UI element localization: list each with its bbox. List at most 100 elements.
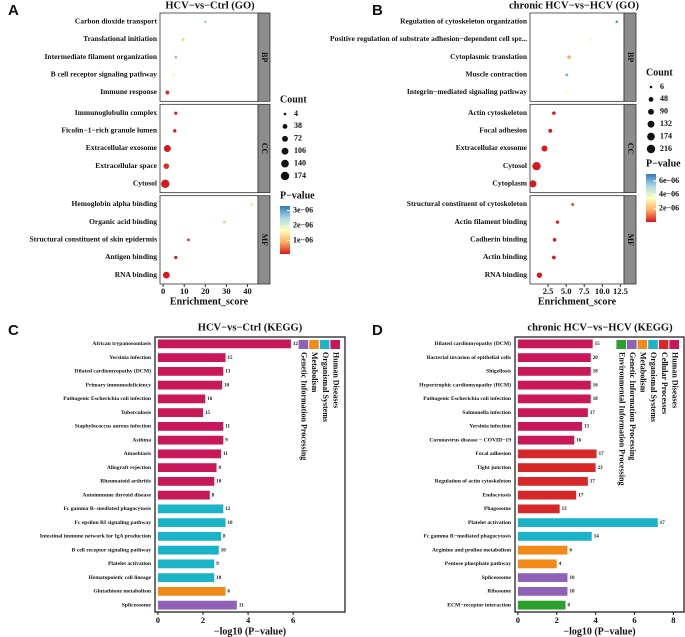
count-label: 10 bbox=[216, 576, 222, 581]
category-label: Actin binding bbox=[483, 252, 527, 261]
category-label: Immunoglobulin complex bbox=[75, 108, 158, 117]
count-label: 14 bbox=[594, 535, 600, 540]
category-label: Cadherin binding bbox=[470, 235, 527, 244]
size-legend-dot bbox=[648, 108, 654, 115]
count-label: 9 bbox=[216, 562, 219, 567]
category-label: Hypertrophic cardiomyopathy (HCM) bbox=[419, 381, 511, 388]
size-legend-label: 216 bbox=[660, 144, 672, 153]
dot bbox=[172, 73, 176, 77]
size-legend-dot bbox=[649, 85, 653, 89]
category-label: Spliceosome bbox=[122, 602, 152, 608]
category-label: Rheumatoid arthritis bbox=[100, 479, 152, 485]
bar bbox=[157, 573, 215, 583]
count-label: 6 bbox=[569, 548, 572, 553]
category-label: Ribosome bbox=[487, 589, 511, 595]
bar bbox=[157, 504, 224, 514]
color-bar bbox=[646, 174, 656, 222]
category-label: Translational initiation bbox=[83, 34, 158, 43]
count-label: 8 bbox=[212, 493, 215, 498]
bar bbox=[157, 531, 222, 541]
panel-letter: C bbox=[8, 322, 19, 339]
legend-label: Environmental Information Processing bbox=[617, 352, 626, 485]
color-tick-label: 6e−06 bbox=[659, 176, 679, 185]
legend-swatch bbox=[669, 340, 679, 349]
category-label: Dilated cardiomyopathy (DCM) bbox=[435, 340, 512, 347]
legend-swatch bbox=[616, 340, 626, 349]
count-label: 8 bbox=[568, 603, 571, 608]
bar bbox=[517, 559, 557, 569]
x-tick-label: 0 bbox=[161, 286, 165, 296]
bar bbox=[157, 586, 226, 596]
category-label: RNA binding bbox=[115, 270, 158, 279]
category-label: Fc gamma R−mediated phagocytosis bbox=[63, 506, 151, 512]
dot bbox=[162, 271, 170, 279]
category-label: Phagosome bbox=[484, 506, 512, 512]
dot bbox=[174, 255, 178, 260]
dot bbox=[589, 38, 593, 41]
size-legend-label: 140 bbox=[294, 158, 306, 167]
size-legend-dot bbox=[647, 132, 655, 141]
chart-title: HCV−vs−Ctrl (KEGG) bbox=[198, 322, 303, 333]
dot bbox=[564, 91, 568, 94]
bar bbox=[517, 353, 591, 363]
count-label: 16 bbox=[207, 397, 213, 402]
category-label: Pathogenic Escherichia coli infection bbox=[423, 396, 512, 402]
dot bbox=[555, 220, 560, 224]
dot bbox=[552, 111, 556, 115]
color-tick-label: 2e−06 bbox=[293, 220, 313, 229]
color-legend-title: P−value bbox=[646, 158, 681, 169]
x-axis-label: −log10 (P−value) bbox=[563, 626, 635, 637]
dot bbox=[163, 145, 171, 152]
category-label: Structural constituent of cytoskeleton bbox=[407, 199, 528, 208]
bar bbox=[157, 600, 237, 610]
size-legend-label: 38 bbox=[294, 121, 302, 130]
legend-label: Genetic Information Processing bbox=[628, 352, 637, 460]
facet-strip bbox=[623, 195, 637, 285]
category-label: Cytoplasmic translation bbox=[450, 52, 528, 61]
x-axis-label: Enrichment_score bbox=[538, 296, 617, 307]
bar bbox=[517, 490, 577, 500]
legend-swatch bbox=[309, 340, 319, 349]
category-label: Regulation of cytoskeleton organization bbox=[400, 17, 528, 26]
panel-letter: A bbox=[8, 2, 19, 19]
dot bbox=[552, 238, 557, 242]
category-label: Yersinia infection bbox=[109, 355, 152, 361]
bar bbox=[157, 545, 219, 555]
size-legend-label: 4 bbox=[294, 109, 298, 118]
category-label: Coronavirus disease − COVID−19 bbox=[429, 437, 511, 443]
bar bbox=[157, 435, 224, 445]
bar bbox=[157, 476, 215, 486]
facet-label: CC bbox=[260, 143, 269, 155]
count-label: 20 bbox=[593, 356, 599, 361]
color-tick-label: 4e−06 bbox=[659, 190, 679, 199]
facet-panel bbox=[529, 195, 625, 285]
category-label: Tuberculosis bbox=[121, 410, 152, 416]
x-tick-label: 10 bbox=[180, 286, 189, 296]
category-label: Spliceosome bbox=[482, 575, 512, 581]
dot bbox=[529, 180, 537, 188]
facet-label: BP bbox=[626, 52, 635, 62]
dot bbox=[173, 129, 177, 133]
count-label: 10 bbox=[569, 590, 575, 595]
dot bbox=[567, 55, 571, 59]
category-label: Shigellosis bbox=[486, 369, 512, 375]
legend-label: Human Diseases bbox=[331, 352, 340, 408]
bar bbox=[517, 366, 591, 376]
category-label: Glutathione metabolism bbox=[93, 589, 151, 595]
category-label: Actin cytoskeleton bbox=[468, 108, 528, 117]
count-label: 13 bbox=[562, 507, 568, 512]
legend-swatch bbox=[627, 340, 637, 349]
category-label: B cell receptor signaling pathway bbox=[72, 547, 152, 553]
facet-panel bbox=[159, 195, 259, 285]
x-axis-label: Enrichment_score bbox=[170, 296, 249, 307]
count-label: 15 bbox=[595, 342, 601, 347]
dot bbox=[187, 238, 190, 242]
category-label: Regulation of actin cytoskeleton bbox=[435, 479, 512, 485]
legend-label: Human Diseases bbox=[670, 352, 679, 408]
category-label: B cell receptor signaling pathway bbox=[51, 70, 158, 79]
size-legend-dot bbox=[283, 112, 287, 116]
bar bbox=[157, 518, 226, 528]
x-tick-label: 2 bbox=[555, 615, 559, 625]
category-label: Positive regulation of substrate adhesio… bbox=[330, 34, 527, 43]
size-legend-dot bbox=[280, 171, 290, 181]
